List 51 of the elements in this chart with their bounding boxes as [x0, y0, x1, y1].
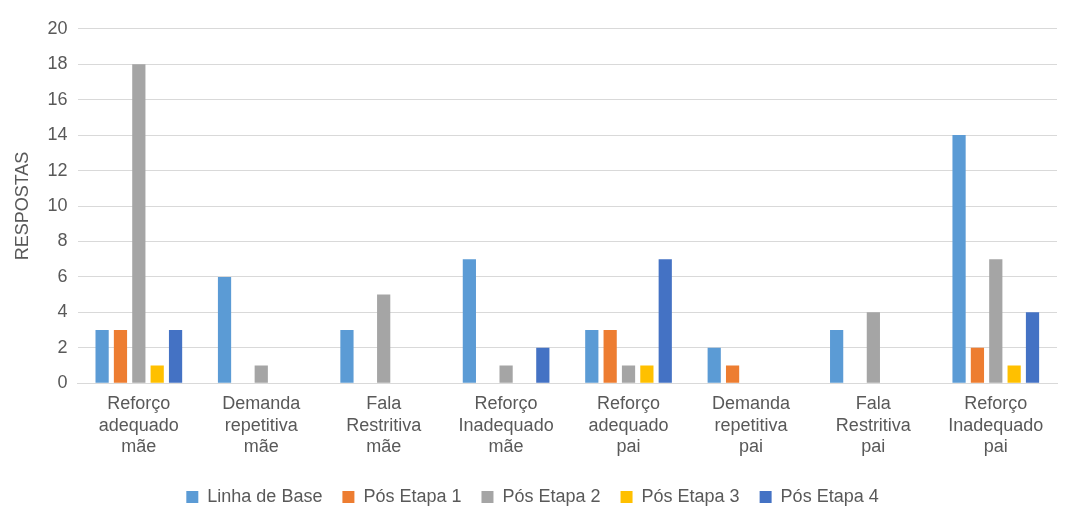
- bar: [866, 312, 880, 383]
- x-tick-label: Demanda repetitiva pai: [711, 392, 791, 457]
- y-tick-label: 14: [47, 124, 68, 145]
- bar: [217, 276, 232, 383]
- bar: [536, 347, 550, 383]
- bar: [340, 330, 354, 383]
- y-tick-label: 12: [47, 159, 68, 180]
- y-tick-label: 2: [57, 336, 68, 357]
- y-tick-label: 20: [47, 17, 68, 38]
- bar: [168, 330, 183, 383]
- bar: [621, 365, 636, 383]
- y-tick-label: 16: [47, 88, 68, 109]
- legend-label: Pós Etapa 1: [363, 485, 462, 506]
- legend-label: Pós Etapa 4: [780, 485, 879, 506]
- y-tick-label: 0: [57, 372, 68, 393]
- bar: [585, 330, 599, 383]
- bar: [725, 365, 740, 383]
- bar: [113, 330, 128, 383]
- bar: [95, 330, 109, 383]
- bar: [707, 347, 721, 383]
- bar: [462, 259, 476, 383]
- legend-label: Pós Etapa 3: [641, 485, 740, 506]
- bar: [658, 259, 672, 383]
- y-tick-label: 6: [57, 265, 68, 286]
- bar: [377, 294, 391, 383]
- bar: [989, 259, 1003, 383]
- x-tick-label: Reforço Inadequado mãe: [458, 392, 554, 457]
- x-tick-label: Reforço adequado mãe: [98, 392, 179, 457]
- legend-label: Pós Etapa 2: [502, 485, 601, 506]
- x-tick-label: Demanda repetitiva mãe: [222, 392, 302, 457]
- bar: [952, 135, 966, 383]
- bar: [603, 330, 617, 383]
- bar: [1025, 312, 1040, 383]
- bar: [150, 365, 164, 383]
- bar: [1007, 365, 1021, 383]
- bar: [970, 347, 985, 383]
- bar: [640, 365, 654, 383]
- x-tick-label: Fala Restritiva pai: [835, 392, 912, 457]
- y-tick-label: 18: [47, 53, 68, 74]
- bar: [499, 365, 513, 383]
- y-tick-label: 4: [57, 301, 68, 322]
- y-tick-label: 8: [57, 230, 68, 251]
- bar: [254, 365, 268, 383]
- x-tick-label: Reforço adequado pai: [588, 392, 669, 457]
- y-tick-label: 10: [47, 194, 68, 215]
- legend-label: Linha de Base: [207, 485, 323, 506]
- x-tick-label: Fala Restritiva mãe: [346, 392, 423, 457]
- y-axis-title: RESPOSTAS: [11, 151, 32, 261]
- bar: [830, 330, 844, 383]
- bar: [132, 64, 146, 383]
- x-tick-label: Reforço Inadequado pai: [948, 392, 1044, 457]
